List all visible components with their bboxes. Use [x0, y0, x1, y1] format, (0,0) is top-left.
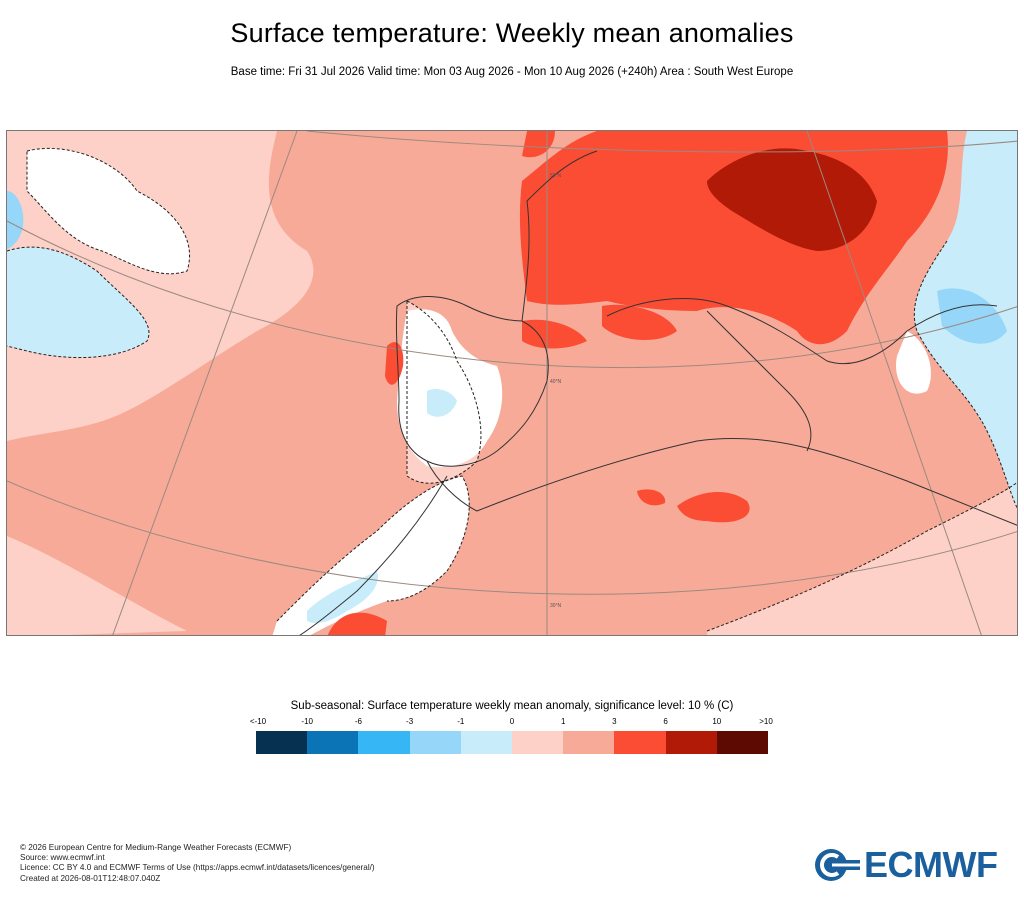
footer-licence: Licence: CC BY 4.0 and ECMWF Terms of Us… — [20, 863, 375, 873]
anomaly-zone-cool — [937, 288, 1007, 344]
anomaly-map: 50°N 40°N 30°N — [6, 130, 1018, 636]
legend-tick-label: 0 — [509, 717, 515, 726]
legend-swatch — [409, 731, 461, 754]
legend-tick-label: 1 — [560, 717, 566, 726]
significance-contours — [7, 147, 1017, 632]
anomaly-zone-warm — [602, 304, 677, 341]
lat-label-40n: 40°N — [550, 379, 562, 385]
anomaly-zone-cool — [7, 191, 24, 249]
footer-source: Source: www.ecmwf.int — [20, 853, 105, 863]
legend-tick-label: -6 — [354, 717, 362, 726]
anomaly-zone-light — [707, 482, 1017, 635]
anomaly-zone-warm — [522, 319, 587, 349]
legend-tick-label: -1 — [457, 717, 465, 726]
footer-copyright: © 2026 European Centre for Medium-Range … — [20, 843, 292, 852]
anomaly-zone-cool — [7, 247, 149, 358]
legend-swatch — [665, 731, 717, 754]
legend-swatch — [307, 731, 359, 754]
anomaly-zone-neutral — [27, 148, 190, 274]
ecmwf-logo-icon — [815, 849, 860, 881]
legend-swatch — [460, 731, 513, 754]
legend-ticks: <-10 -10 -6 -3 -1 0 1 3 6 10 >10 — [0, 717, 1024, 729]
legend-tick-label: <-10 — [249, 717, 267, 726]
anomaly-zone-cool — [427, 389, 457, 417]
anomaly-zone-warm — [327, 612, 387, 635]
coastlines — [299, 150, 1017, 635]
graticule — [7, 131, 1017, 635]
legend-swatch — [512, 731, 564, 754]
legend-title: Sub-seasonal: Surface temperature weekly… — [290, 700, 734, 712]
legend-tick-label: -3 — [406, 717, 414, 726]
anomaly-zone-light — [7, 536, 187, 635]
legend-color-bar — [256, 731, 769, 754]
anomaly-zone-neutral — [272, 476, 470, 635]
legend-swatch — [716, 731, 769, 754]
anomaly-zone-cool — [307, 571, 378, 623]
footer-credits: © 2026 European Centre for Medium-Range … — [20, 843, 375, 884]
anomaly-zone-hot — [707, 148, 877, 251]
legend-swatch — [614, 731, 666, 754]
anomaly-zone-neutral — [397, 309, 503, 468]
legend-tick-label: 10 — [712, 717, 722, 726]
anomaly-zone-warm — [637, 489, 666, 506]
ecmwf-logo-text: ECMWF — [864, 844, 998, 885]
legend-tick-label: 6 — [663, 717, 668, 726]
legend-swatch — [256, 731, 308, 754]
anomaly-zone-neutral — [896, 331, 931, 394]
map-title: Surface temperature: Weekly mean anomali… — [230, 18, 794, 48]
legend-tick-label: >10 — [759, 717, 773, 726]
ecmwf-logo: ECMWF — [814, 844, 998, 885]
legend-swatch — [358, 731, 410, 754]
footer-created: Created at 2026-08-01T12:48:07.040Z — [20, 873, 161, 883]
anomaly-zone-warm — [677, 491, 750, 523]
lat-label-50n: 50°N — [550, 173, 562, 179]
lat-label-30n: 30°N — [550, 603, 562, 609]
legend-swatch — [563, 731, 615, 754]
map-subtitle: Base time: Fri 31 Jul 2026 Valid time: M… — [230, 66, 794, 78]
legend-tick-label: 3 — [612, 717, 617, 726]
anomaly-map-svg: 50°N 40°N 30°N — [7, 131, 1017, 635]
legend-tick-label: -10 — [301, 717, 313, 726]
anomaly-zone-warm — [385, 342, 404, 385]
